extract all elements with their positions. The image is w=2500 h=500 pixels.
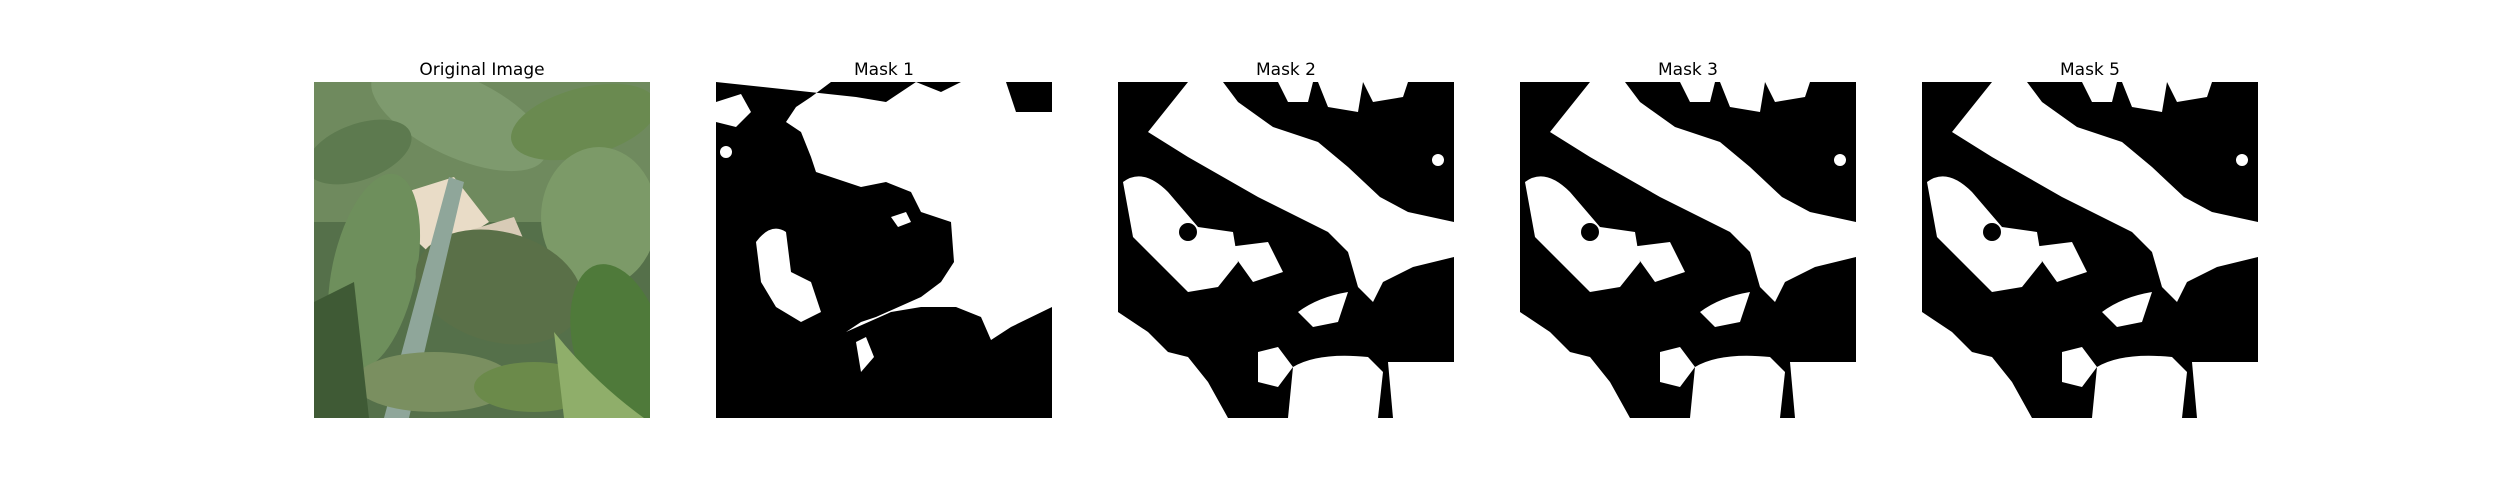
mask-5-panel: Mask 5 <box>1922 60 2258 418</box>
mask-1-image <box>716 82 1052 418</box>
panel-title: Mask 2 <box>1255 60 1316 80</box>
mask-5-image <box>1922 82 2258 418</box>
panel-title: Mask 5 <box>2059 60 2120 80</box>
mask-2-panel: Mask 2 <box>1118 60 1454 418</box>
mask-2-image <box>1118 82 1454 418</box>
mask-3-panel: Mask 3 <box>1520 60 1856 418</box>
panel-title: Original Image <box>419 60 545 80</box>
mask-1-panel: Mask 1 <box>716 60 1052 418</box>
original-image-panel: Original Image <box>314 60 650 418</box>
panel-title: Mask 1 <box>853 60 914 80</box>
mask-3-image <box>1520 82 1856 418</box>
original-image <box>314 82 650 418</box>
panel-title: Mask 3 <box>1657 60 1718 80</box>
